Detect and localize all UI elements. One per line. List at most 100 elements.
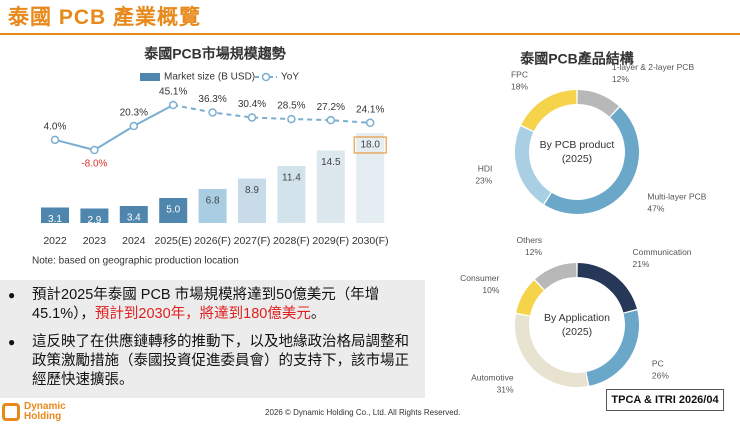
donut-center-text: By Application bbox=[544, 312, 610, 324]
bullet-box: ● 預計2025年泰國 PCB 市場規模將達到50億美元（年增45.1%），預計到… bbox=[0, 280, 425, 398]
donut-label: FPC bbox=[511, 69, 528, 79]
yoy-label: 30.4% bbox=[238, 99, 266, 110]
logo: Dynamic Holding bbox=[2, 402, 84, 422]
bullet: ● 預計2025年泰國 PCB 市場規模將達到50億美元（年增45.1%），預計到… bbox=[8, 287, 380, 322]
donut-segment bbox=[515, 126, 551, 204]
bar-label: 6.8 bbox=[206, 196, 220, 207]
donut-label: 1-layer & 2-layer PCB bbox=[612, 62, 695, 72]
yoy-label: 28.5% bbox=[277, 101, 305, 112]
chart-note: Note: based on geographic production loc… bbox=[32, 256, 239, 267]
yoy-marker bbox=[50, 135, 60, 145]
donut-value: 21% bbox=[632, 259, 649, 269]
donut-value: 26% bbox=[652, 370, 669, 380]
yoy-label: -8.0% bbox=[81, 159, 107, 170]
yoy-marker bbox=[129, 121, 139, 131]
x-tick-label: 2028(F) bbox=[273, 235, 310, 247]
donut-segment bbox=[516, 280, 544, 316]
legend-marker bbox=[261, 72, 271, 82]
bullet-end: 。 bbox=[310, 306, 326, 322]
yoy-marker bbox=[287, 114, 296, 124]
bar-label: 14.5 bbox=[321, 157, 341, 168]
bar bbox=[277, 166, 306, 223]
donut-segment bbox=[577, 263, 637, 313]
bar bbox=[159, 198, 188, 223]
title-rule bbox=[0, 33, 740, 35]
x-tick-label: 2023 bbox=[83, 235, 107, 247]
donut-label: Consumer bbox=[460, 273, 499, 283]
bar-label: 3.4 bbox=[127, 213, 141, 224]
legend-label: YoY bbox=[281, 72, 299, 83]
donut-center-text: (2025) bbox=[562, 153, 592, 165]
footer: 2026 © Dynamic Holding Co., Ltd. All Rig… bbox=[265, 408, 461, 417]
yoy-marker bbox=[168, 100, 178, 110]
yoy-label: 24.1% bbox=[356, 104, 384, 115]
bar bbox=[356, 133, 385, 223]
yoy-marker bbox=[247, 113, 257, 122]
legend-swatch bbox=[140, 73, 160, 81]
yoy-label: 20.3% bbox=[120, 108, 148, 119]
x-tick-label: 2024 bbox=[122, 235, 146, 247]
bar bbox=[238, 178, 266, 223]
bullet-text: 預計2025年泰國 PCB 市場規模將達到50億美元（年增45.1%）， bbox=[32, 287, 380, 322]
yoy-line-forecast bbox=[173, 104, 371, 124]
donut-label: Automotive bbox=[471, 373, 514, 383]
yoy-label: 45.1% bbox=[159, 87, 187, 98]
x-tick-label: 2027(F) bbox=[234, 235, 271, 247]
highlight-box bbox=[353, 136, 387, 154]
chart-title: 泰國PCB產品結構 bbox=[519, 51, 634, 67]
donut-center-text: (2025) bbox=[562, 326, 592, 338]
donut-value: 12% bbox=[525, 247, 542, 257]
donut-segment bbox=[544, 107, 639, 214]
yoy-line bbox=[54, 104, 174, 152]
bar-label: 2.9 bbox=[87, 215, 101, 226]
bar-label: 18.0 bbox=[360, 140, 380, 151]
yoy-marker bbox=[326, 115, 336, 125]
bar bbox=[316, 150, 345, 223]
x-tick-label: 2022 bbox=[43, 235, 67, 247]
bullet-highlight: 預計到2030年，將達到180億美元 bbox=[94, 306, 311, 322]
donut-center-text: By PCB product bbox=[540, 139, 615, 151]
donut-segment bbox=[586, 310, 639, 386]
bar-label: 3.1 bbox=[48, 214, 62, 225]
x-tick-label: 2030(F) bbox=[352, 235, 389, 247]
yoy-label: 36.3% bbox=[198, 94, 226, 105]
donut-label: Others bbox=[517, 235, 543, 245]
bullet-text: 這反映了在供應鏈轉移的推動下，以及地緣政治格局調整和政策激勵措施（泰國投資促進委… bbox=[32, 334, 409, 388]
yoy-label: 4.0% bbox=[44, 121, 67, 132]
yoy-marker bbox=[365, 118, 375, 128]
yoy-label: 27.2% bbox=[317, 102, 345, 113]
donut-value: 47% bbox=[647, 204, 664, 214]
logo-text: Dynamic Holding bbox=[24, 401, 66, 422]
legend-label: Market size (B USD) bbox=[164, 72, 255, 83]
donut-segment bbox=[577, 90, 619, 117]
donut-segment bbox=[521, 90, 577, 132]
bar-label: 11.4 bbox=[282, 173, 301, 184]
donut-value: 18% bbox=[511, 81, 528, 91]
slide-title: 泰國 PCB 產業概覽 bbox=[8, 6, 202, 29]
donut-label: Communication bbox=[632, 247, 691, 257]
donut-value: 12% bbox=[612, 74, 629, 84]
chart-title: 泰國PCB市場規模趨勢 bbox=[143, 46, 286, 62]
x-tick-label: 2029(F) bbox=[312, 235, 349, 247]
bar bbox=[198, 189, 227, 223]
bar bbox=[41, 207, 69, 223]
donut-segment bbox=[515, 314, 588, 387]
bar-label: 5.0 bbox=[166, 205, 180, 216]
donut-label: PC bbox=[652, 358, 664, 368]
x-tick-label: 2025(E) bbox=[155, 235, 192, 247]
donut-label: Multi-layer PCB bbox=[647, 192, 706, 202]
donut-value: 31% bbox=[497, 385, 514, 395]
bar bbox=[119, 206, 148, 223]
donut-value: 10% bbox=[482, 285, 499, 295]
bullet: ● 這反映了在供應鏈轉移的推動下，以及地緣政治格局調整和政策激勵措施（泰國投資促進… bbox=[8, 333, 415, 390]
donut-segment bbox=[535, 263, 577, 290]
bar-label: 8.9 bbox=[245, 185, 259, 196]
donut-label: HDI bbox=[478, 164, 493, 174]
yoy-marker bbox=[90, 145, 99, 155]
x-tick-label: 2026(F) bbox=[194, 235, 231, 247]
yoy-marker bbox=[208, 108, 217, 117]
donut-value: 23% bbox=[475, 176, 492, 186]
bar bbox=[80, 208, 109, 223]
